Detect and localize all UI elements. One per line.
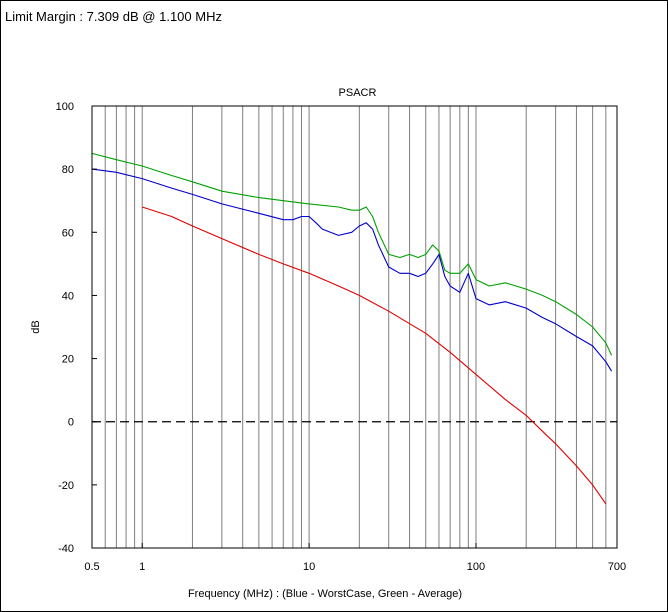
y-tick-label: 100 (56, 101, 74, 113)
y-tick-label: 60 (62, 227, 74, 239)
series-line-1 (91, 152, 613, 356)
chart-title: PSACR (339, 87, 377, 99)
y-axis-label: dB (30, 320, 42, 333)
series-layer (91, 152, 613, 505)
x-tick-label: 0.5 (84, 561, 99, 573)
y-tick-label: 20 (62, 354, 74, 366)
y-tick-label: 80 (62, 164, 74, 176)
y-tick-label: -20 (58, 480, 74, 492)
tick-layer: -40 -20 0 20 40 60 80 100 0.5 1 10 100 700 (56, 101, 627, 573)
x-tick-label: 100 (467, 561, 485, 573)
y-tick-label: -40 (58, 543, 74, 555)
x-tick-label: 10 (303, 561, 315, 573)
y-tick-label: 0 (68, 417, 74, 429)
series-line-2 (91, 168, 613, 372)
grid-layer (92, 106, 617, 548)
x-tick-label: 1 (139, 561, 145, 573)
series-line-3 (142, 206, 607, 505)
x-axis-label: Frequency (MHz) : (Blue - WorstCase, Gre… (188, 588, 462, 600)
limit-margin-title: Limit Margin : 7.309 dB @ 1.100 MHz (5, 9, 222, 24)
x-tick-label: 700 (608, 561, 626, 573)
y-tick-label: 40 (62, 290, 74, 302)
plot-border (91, 105, 618, 549)
